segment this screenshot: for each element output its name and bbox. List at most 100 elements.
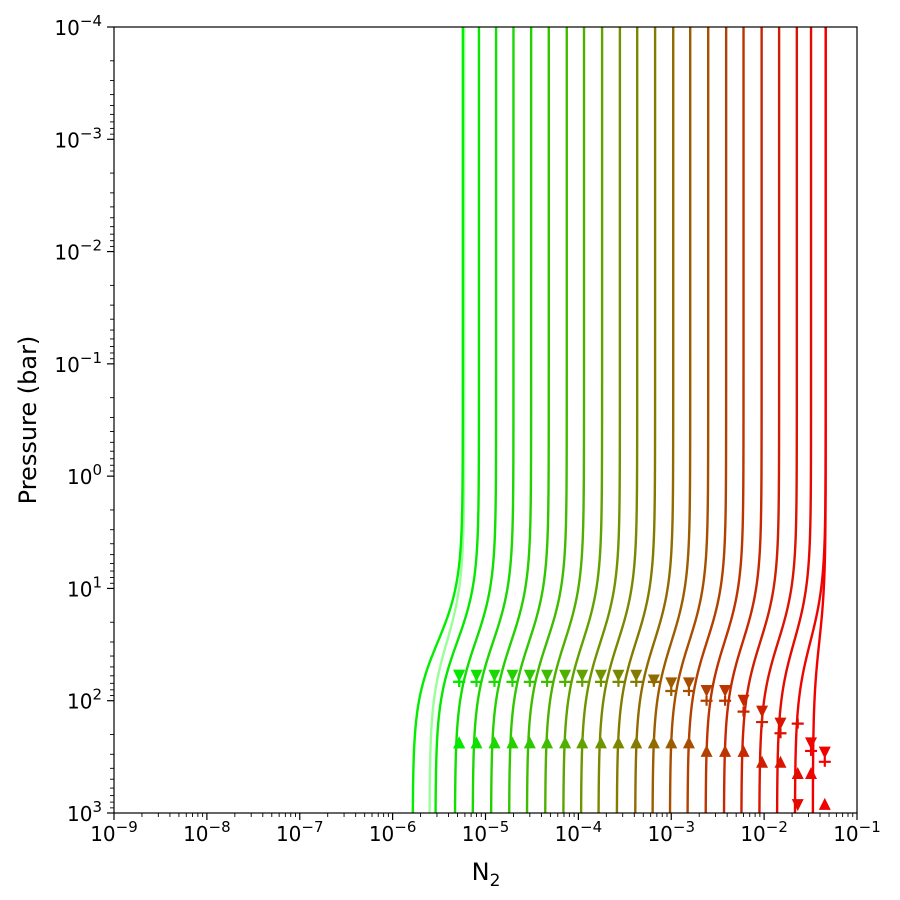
marker-down-triangle	[488, 669, 501, 682]
marker-up-triangle	[541, 736, 554, 749]
x-tick-label: 10−5	[462, 818, 510, 846]
marker-up-triangle	[647, 736, 660, 749]
marker-plus	[818, 756, 831, 767]
marker-plus	[774, 728, 787, 739]
series-line	[428, 27, 466, 813]
marker-plus	[594, 676, 607, 687]
series-line	[740, 27, 781, 813]
marker-plus	[737, 706, 750, 717]
marker-down-triangle	[523, 669, 536, 682]
y-tick-label: 10−3	[54, 124, 102, 152]
marker-down-triangle	[700, 685, 713, 698]
series-line	[579, 27, 622, 813]
marker-up-triangle	[453, 736, 466, 749]
y-tick-label: 10−1	[54, 349, 102, 377]
tick-layer	[107, 26, 858, 820]
x-tick-label: 10−9	[90, 818, 138, 846]
series-line	[668, 27, 710, 813]
marker-down-triangle	[756, 705, 769, 718]
marker-up-triangle	[805, 766, 818, 779]
marker-up-triangle	[630, 736, 643, 749]
series-line	[758, 27, 799, 813]
marker-plus	[756, 717, 769, 728]
x-tick-label: 10−6	[369, 818, 417, 846]
marker-plus	[559, 676, 572, 687]
marker-down-triangle	[805, 737, 818, 750]
marker-up-triangle	[682, 736, 695, 749]
x-tick-label: 10−3	[647, 818, 695, 846]
series-line	[634, 27, 675, 813]
label-layer: 10−9 10−8 10−7 10−6 10−5 10−4 10−3 10−2 10−1 10−4…	[54, 12, 880, 846]
marker-plus	[647, 676, 660, 687]
marker-down-triangle	[506, 669, 519, 682]
series-layer	[411, 27, 827, 813]
marker-up-triangle	[506, 736, 519, 749]
marker-plus	[506, 676, 519, 687]
marker-up-triangle	[665, 736, 678, 749]
marker-up-triangle	[791, 766, 804, 779]
series-line	[811, 27, 827, 813]
marker-plus	[488, 676, 501, 687]
series-line	[434, 27, 481, 813]
series-line	[562, 27, 604, 813]
marker-down-triangle	[791, 799, 804, 812]
marker-plus	[612, 676, 625, 687]
marker-up-triangle	[700, 744, 713, 757]
marker-down-triangle	[576, 669, 589, 682]
series-line	[615, 27, 657, 813]
marker-up-triangle	[488, 736, 501, 749]
x-tick-label: 10−4	[555, 818, 603, 846]
marker-down-triangle	[774, 717, 787, 730]
y-tick-label: 100	[67, 461, 102, 489]
series-line	[651, 27, 692, 813]
marker-plus	[576, 676, 589, 687]
marker-down-triangle	[682, 677, 695, 690]
marker-down-triangle	[453, 669, 466, 682]
marker-plus	[453, 676, 466, 687]
series-line	[686, 27, 728, 813]
y-tick-label: 101	[67, 573, 102, 601]
marker-up-triangle	[818, 797, 831, 810]
marker-plus	[665, 686, 678, 697]
marker-down-triangle	[665, 677, 678, 690]
marker-down-triangle	[630, 669, 643, 682]
marker-down-triangle	[818, 746, 831, 759]
series-line	[704, 27, 745, 813]
marker-down-triangle	[594, 669, 607, 682]
x-tick-label: 10−7	[276, 818, 324, 846]
marker-up-triangle	[594, 736, 607, 749]
marker-down-triangle	[737, 694, 750, 707]
marker-plus	[523, 676, 536, 687]
marker-plus	[700, 695, 713, 706]
marker-down-triangle	[541, 669, 554, 682]
plot-frame	[113, 26, 858, 814]
marker-down-triangle	[470, 669, 483, 682]
marker-plus	[682, 686, 695, 697]
series-line	[722, 27, 763, 813]
y-tick-label: 10−4	[54, 12, 102, 40]
marker-down-triangle	[559, 669, 572, 682]
marker-up-triangle	[612, 736, 625, 749]
series-line	[544, 27, 586, 813]
y-tick-label: 102	[67, 686, 102, 714]
y-axis-label: Pressure (bar)	[14, 336, 42, 505]
y-tick-label: 103	[67, 798, 102, 826]
marker-up-triangle	[559, 736, 572, 749]
marker-plus	[805, 745, 818, 756]
marker-up-triangle	[470, 736, 483, 749]
x-tick-label: 10−2	[740, 818, 788, 846]
marker-up-triangle	[719, 744, 732, 757]
marker-up-triangle	[737, 744, 750, 757]
marker-up-triangle	[523, 736, 536, 749]
marker-up-triangle	[774, 755, 787, 768]
marker-plus	[719, 695, 732, 706]
marker-down-triangle	[612, 669, 625, 682]
marker-up-triangle	[576, 736, 589, 749]
x-tick-label: 10−8	[183, 818, 231, 846]
marker-plus	[470, 676, 483, 687]
marker-layer	[453, 669, 831, 812]
marker-down-triangle	[719, 685, 732, 698]
x-axis-label: N2	[472, 858, 501, 891]
